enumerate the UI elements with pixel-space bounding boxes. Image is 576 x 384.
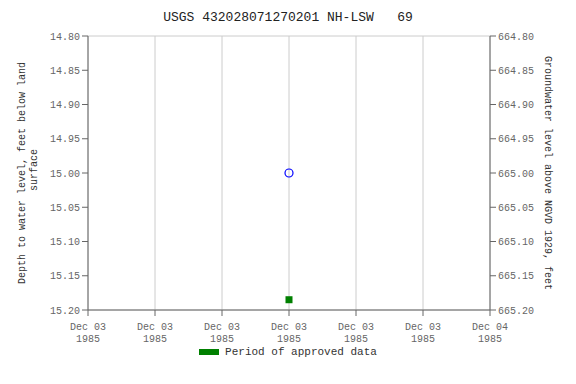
svg-text:664.80: 664.80 — [498, 32, 534, 43]
svg-text:15.10: 15.10 — [50, 237, 80, 248]
svg-text:15.00: 15.00 — [50, 169, 80, 180]
svg-text:14.95: 14.95 — [50, 134, 80, 145]
svg-text:664.85: 664.85 — [498, 66, 534, 77]
svg-text:665.20: 665.20 — [498, 306, 534, 317]
svg-text:665.05: 665.05 — [498, 203, 534, 214]
svg-text:Dec 031985: Dec 031985 — [338, 322, 374, 345]
svg-text:15.20: 15.20 — [50, 306, 80, 317]
svg-text:Groundwater level above NGVD 1: Groundwater level above NGVD 1929, feet — [543, 56, 554, 290]
svg-text:15.05: 15.05 — [50, 203, 80, 214]
svg-text:Dec 041985: Dec 041985 — [472, 322, 508, 345]
svg-text:14.90: 14.90 — [50, 100, 80, 111]
svg-text:665.00: 665.00 — [498, 169, 534, 180]
svg-text:Dec 031985: Dec 031985 — [204, 322, 240, 345]
svg-text:Depth to water level, feet bel: Depth to water level, feet below land su… — [17, 62, 40, 284]
svg-text:Dec 031985: Dec 031985 — [405, 322, 441, 345]
svg-text:Dec 031985: Dec 031985 — [137, 322, 173, 345]
svg-text:Dec 031985: Dec 031985 — [70, 322, 106, 345]
svg-text:14.85: 14.85 — [50, 66, 80, 77]
svg-text:665.15: 665.15 — [498, 271, 534, 282]
svg-text:664.95: 664.95 — [498, 134, 534, 145]
svg-text:14.80: 14.80 — [50, 32, 80, 43]
svg-text:Dec 031985: Dec 031985 — [271, 322, 307, 345]
html-text:Period of approved data: Period of approved data — [225, 346, 377, 358]
svg-text:664.90: 664.90 — [498, 100, 534, 111]
svg-text:15.15: 15.15 — [50, 271, 80, 282]
svg-text:665.10: 665.10 — [498, 237, 534, 248]
html-text:USGS 432028071270201 NH-LSW 69: USGS 432028071270201 NH-LSW 69 — [163, 10, 413, 25]
